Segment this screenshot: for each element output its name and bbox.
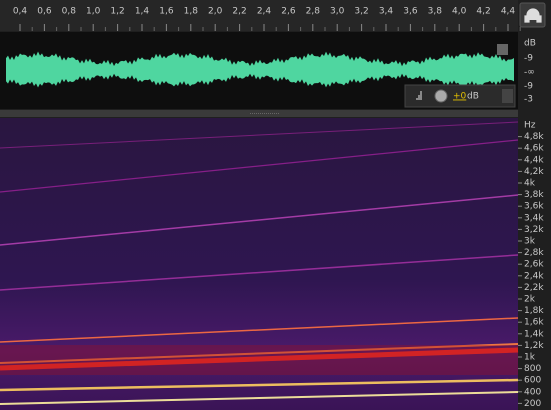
hz-label: 4,4k [524, 155, 544, 165]
hz-label: 4,8k [524, 132, 544, 142]
volume-value[interactable]: +0 [453, 92, 467, 102]
time-label: 4,0 [452, 7, 467, 17]
time-label: 0,6 [37, 7, 52, 17]
hz-label: 2,2k [524, 283, 544, 293]
hz-label: 3,4k [524, 213, 544, 223]
hz-label: 400 [524, 387, 541, 397]
volume-unit: dB [467, 92, 479, 102]
time-label: 0,4 [13, 7, 28, 17]
time-label: 2,6 [281, 7, 296, 17]
db-label: dB [524, 39, 536, 49]
hz-label: 4,6k [524, 144, 544, 154]
time-label: 3,4 [379, 7, 394, 17]
db-label: -9 [524, 82, 533, 92]
hz-label: 200 [524, 399, 541, 409]
corner-button[interactable] [497, 44, 508, 55]
hz-label: 3,2k [524, 225, 544, 235]
db-label: -9 [524, 54, 533, 64]
volume-knob[interactable] [435, 90, 447, 102]
hz-label: 2,8k [524, 248, 544, 258]
time-label: 3,6 [403, 7, 418, 17]
time-label: 3,0 [330, 7, 345, 17]
audio-editor: 0,4 0,6 0,8 1,0 1,2 1,4 1,6 1,8 2,0 2,2 2,4 2,6 2,8 3… [0, 0, 551, 410]
hz-label: Hz [524, 121, 536, 131]
time-label: 4,4 [501, 7, 516, 17]
hz-label: 1,2k [524, 341, 544, 351]
time-label: 1,8 [184, 7, 199, 17]
hz-label: 1k [524, 353, 536, 363]
hz-label: 3,6k [524, 202, 544, 212]
pin-button[interactable] [502, 89, 513, 103]
hz-label: 4k [524, 179, 536, 189]
time-label: 4,2 [476, 7, 490, 17]
time-label: 1,0 [86, 7, 101, 17]
db-label: -∞ [524, 68, 535, 78]
hz-label: 2k [524, 295, 536, 305]
hz-label: 4,2k [524, 167, 544, 177]
time-label: 2,8 [306, 7, 321, 17]
hz-label: 600 [524, 376, 541, 386]
hz-label: 1,8k [524, 306, 544, 316]
time-label: 1,4 [135, 7, 150, 17]
time-label: 3,2 [354, 7, 368, 17]
hz-label: 1,4k [524, 329, 544, 339]
low-band [0, 345, 518, 375]
time-label: 2,0 [208, 7, 223, 17]
time-label: 2,2 [232, 7, 246, 17]
hz-label: 1,6k [524, 318, 544, 328]
hz-label: 800 [524, 364, 541, 374]
time-label: 3,8 [428, 7, 443, 17]
hz-label: 2,6k [524, 260, 544, 270]
hz-label: 2,4k [524, 271, 544, 281]
time-label: 1,2 [110, 7, 124, 17]
hz-label: 3k [524, 237, 536, 247]
time-label: 0,8 [62, 7, 77, 17]
db-label: -3 [524, 95, 533, 105]
time-label: 2,4 [257, 7, 272, 17]
time-label: 1,6 [159, 7, 174, 17]
hz-label: 3,8k [524, 190, 544, 200]
